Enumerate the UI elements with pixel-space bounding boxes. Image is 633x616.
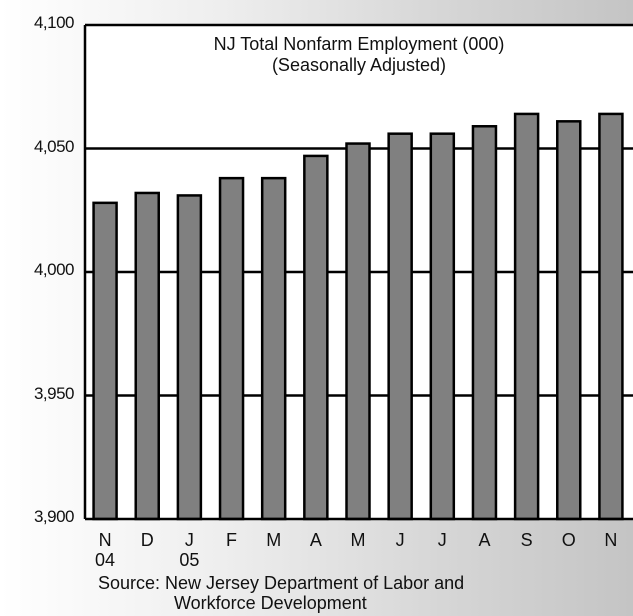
x-tick-label: J: [395, 530, 405, 550]
x-tick-label: M: [266, 530, 282, 550]
bar: [556, 120, 582, 521]
source-note-line1: Source: New Jersey Department of Labor a…: [98, 573, 465, 593]
y-tick-label: 4,000: [33, 260, 75, 279]
bar: [134, 191, 160, 521]
chart-title: NJ Total Nonfarm Employment (000): [213, 34, 505, 54]
bar: [598, 112, 624, 521]
x-tick-label: J: [184, 530, 194, 550]
bar: [260, 176, 287, 521]
y-tick-label: 3,900: [33, 507, 75, 526]
bar: [513, 112, 540, 521]
source-note-line2: Workforce Development: [174, 593, 367, 613]
bar: [429, 132, 456, 521]
x-tick-label: A: [309, 530, 322, 550]
y-tick-label: 4,100: [33, 13, 75, 32]
y-tick-label: 3,950: [33, 383, 75, 403]
chart-subtitle: (Seasonally Adjusted): [271, 55, 447, 75]
x-tick-label: D: [140, 530, 154, 550]
bar: [92, 201, 118, 521]
x-tick-label: N: [604, 530, 618, 550]
bar: [303, 154, 329, 521]
x-tick-label: A: [478, 530, 491, 550]
bar: [471, 125, 498, 521]
x-tick-label: N: [98, 530, 112, 550]
bar: [345, 142, 371, 521]
x-tick-label: J: [437, 530, 447, 550]
x-tick-label: S: [520, 530, 533, 550]
x-year-label: 05: [179, 550, 200, 570]
bar: [218, 176, 245, 521]
x-year-label: 04: [95, 550, 116, 570]
bar: [387, 132, 413, 521]
x-tick-label: M: [350, 530, 366, 550]
bar: [176, 194, 203, 521]
x-tick-label: O: [561, 530, 576, 550]
y-tick-label: 4,050: [33, 136, 75, 156]
x-tick-label: F: [226, 530, 238, 550]
